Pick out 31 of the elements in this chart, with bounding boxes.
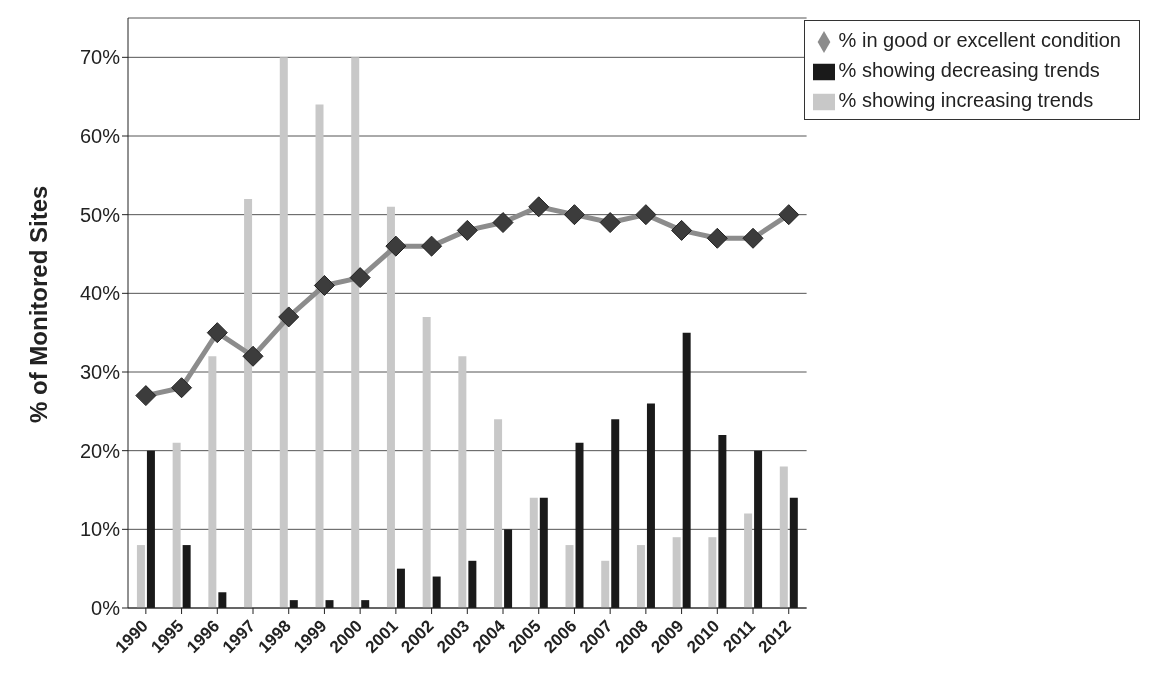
bar bbox=[779, 466, 788, 608]
y-tick-label: 30% bbox=[79, 361, 121, 384]
y-tick-label: 50% bbox=[79, 203, 121, 226]
legend-label: % showing increasing trends bbox=[838, 89, 1094, 111]
y-axis-title: % of Monitored Sites bbox=[24, 185, 52, 423]
y-tick-label: 60% bbox=[79, 125, 121, 148]
bar bbox=[208, 356, 217, 608]
bar bbox=[422, 316, 431, 608]
bar bbox=[494, 419, 503, 608]
bar bbox=[565, 545, 574, 608]
bar bbox=[172, 442, 181, 608]
y-tick-label: 40% bbox=[79, 282, 121, 305]
bar bbox=[672, 537, 681, 608]
y-tick-label: 70% bbox=[79, 46, 121, 69]
bar bbox=[386, 206, 395, 608]
bar bbox=[458, 356, 467, 608]
bar bbox=[636, 545, 645, 608]
bar bbox=[244, 198, 253, 608]
bar bbox=[279, 57, 288, 608]
bar bbox=[315, 104, 324, 608]
y-tick-label: 10% bbox=[79, 518, 121, 541]
bar bbox=[744, 513, 753, 608]
y-tick-label: 20% bbox=[79, 439, 121, 462]
legend-label: % in good or excellent condition bbox=[838, 29, 1121, 51]
bar bbox=[136, 545, 145, 608]
bar bbox=[601, 560, 610, 608]
bar bbox=[529, 497, 538, 608]
y-tick-label: 0% bbox=[91, 597, 121, 620]
bar bbox=[708, 537, 717, 608]
bar bbox=[351, 57, 360, 608]
legend-label: % showing decreasing trends bbox=[838, 59, 1100, 81]
